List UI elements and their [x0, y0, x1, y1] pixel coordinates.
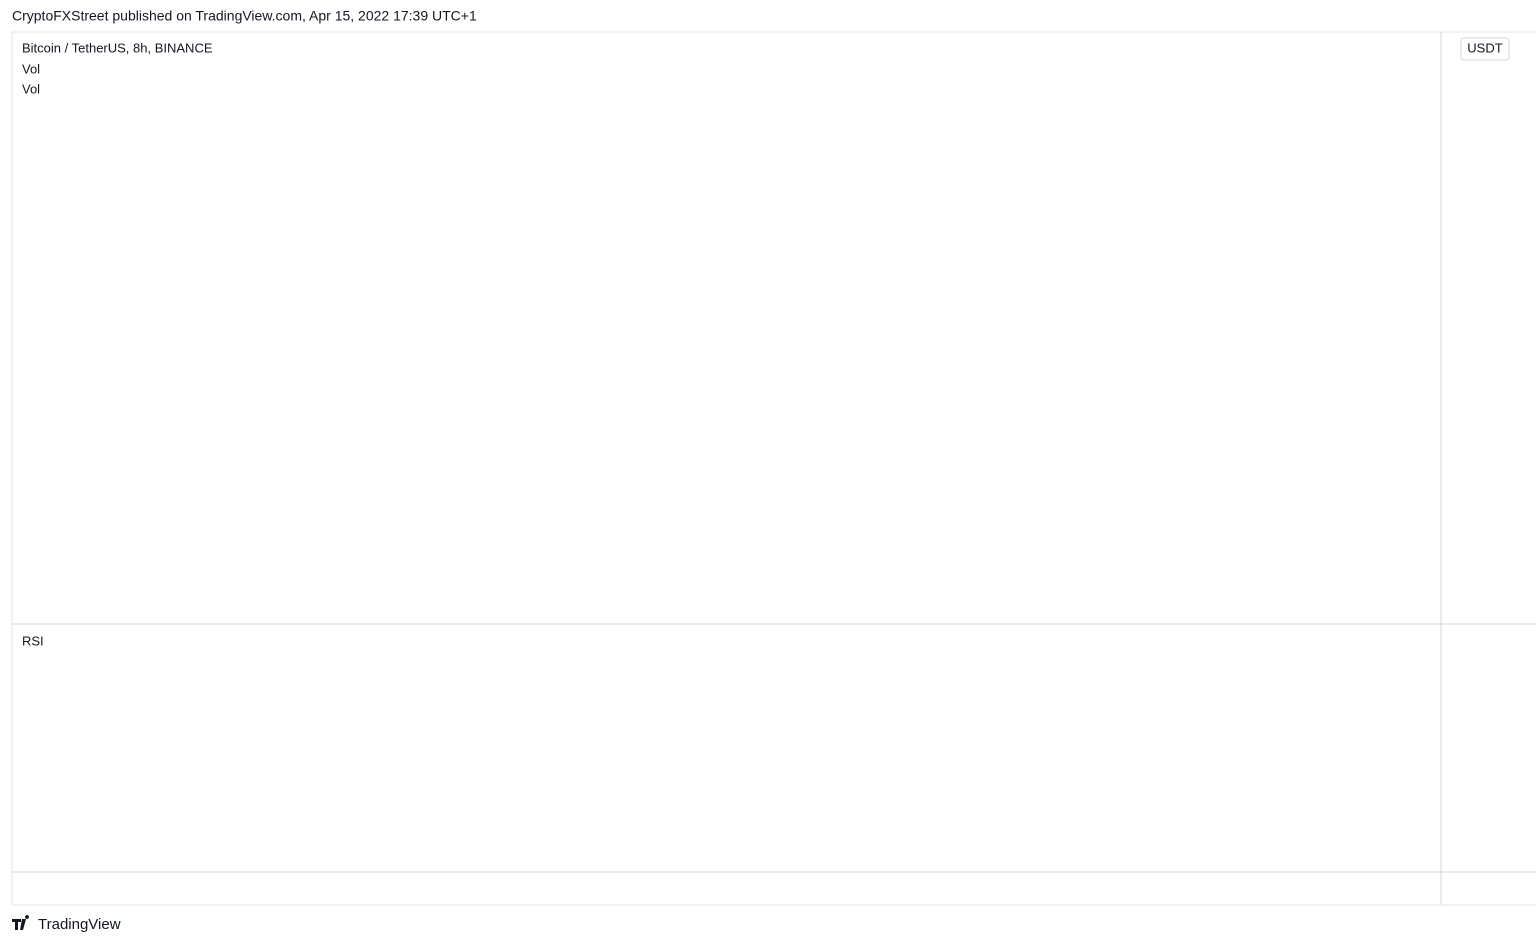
labels: Bitcoin / TetherUS, 8h, BINANCE Vol Vol …	[12, 37, 1510, 933]
rsi-title: RSI	[22, 633, 44, 648]
logo: TradingView	[12, 915, 121, 933]
indicator-label: Vol	[22, 61, 40, 76]
publisher: CryptoFXStreet published on TradingView.…	[12, 8, 477, 24]
symbol-title: Bitcoin / TetherUS, 8h, BINANCE	[22, 40, 213, 55]
logo-text: TradingView	[38, 916, 121, 933]
logo-mark	[12, 915, 30, 930]
indicator-label: Vol	[22, 81, 40, 96]
currency-box[interactable]	[1460, 37, 1510, 61]
currency[interactable]: USDT	[1467, 40, 1502, 55]
